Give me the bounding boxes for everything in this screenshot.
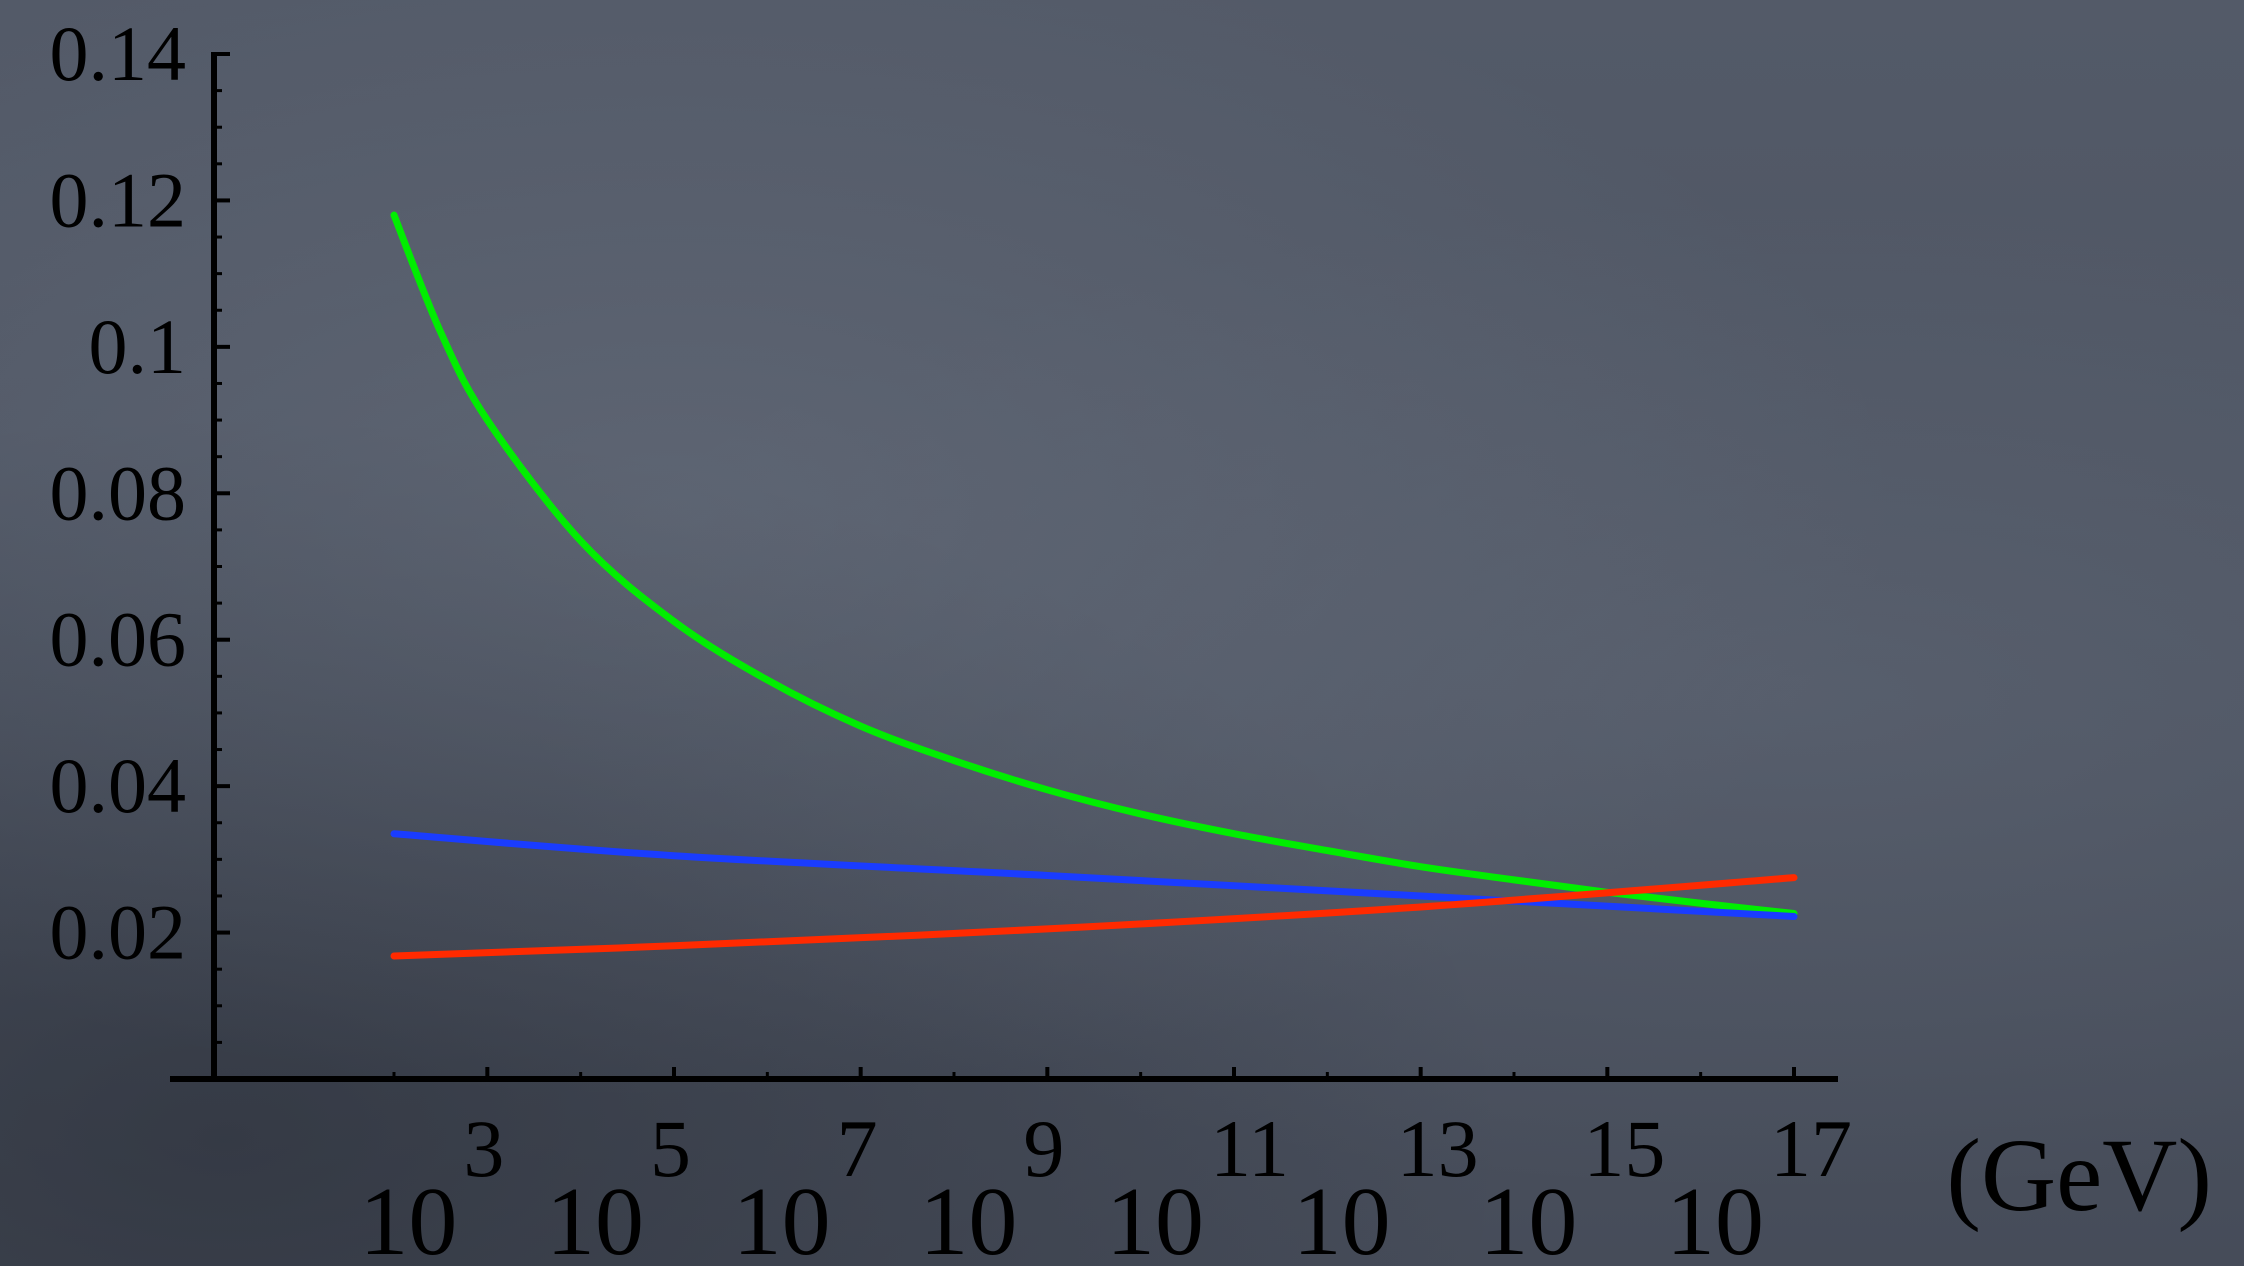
x-tick-exponent: 11: [1210, 1103, 1289, 1194]
x-tick-base: 10: [1106, 1168, 1204, 1266]
x-tick-exponent: 5: [650, 1103, 691, 1194]
x-axis-label: (GeV): [1946, 1118, 2212, 1233]
x-tick-base: 10: [919, 1168, 1017, 1266]
x-tick-exponent: 3: [463, 1103, 504, 1194]
x-tick-exponent: 17: [1770, 1103, 1852, 1194]
x-tick-exponent: 7: [837, 1103, 878, 1194]
x-tick-exponent: 9: [1023, 1103, 1064, 1194]
y-tick-label: 0.14: [50, 10, 187, 97]
series-line-1: [390, 830, 1798, 920]
y-tick-label: 0.08: [50, 449, 187, 536]
x-tick-base: 10: [1293, 1168, 1391, 1266]
axes: [170, 52, 1838, 1082]
series-line-2: [390, 874, 1798, 960]
y-tick-label: 0.06: [50, 596, 187, 683]
y-tick-label: 0.02: [50, 889, 187, 976]
x-tick-exponent: 15: [1583, 1103, 1665, 1194]
series-line-0: [390, 211, 1798, 918]
x-tick-base: 10: [733, 1168, 831, 1266]
series-group: [390, 211, 1798, 960]
x-tick-base: 10: [1479, 1168, 1577, 1266]
x-tick-base: 10: [546, 1168, 644, 1266]
y-ticks: 0.02 0.04 0.06 0.08 0.1 0.12 0.14: [50, 10, 230, 1044]
x-tick-base: 10: [359, 1168, 457, 1266]
x-tick-base: 10: [1666, 1168, 1764, 1266]
y-tick-label: 0.04: [50, 742, 187, 829]
y-tick-label: 0.1: [89, 303, 187, 390]
x-tick-exponent: 13: [1397, 1103, 1479, 1194]
y-tick-label: 0.12: [50, 156, 187, 243]
